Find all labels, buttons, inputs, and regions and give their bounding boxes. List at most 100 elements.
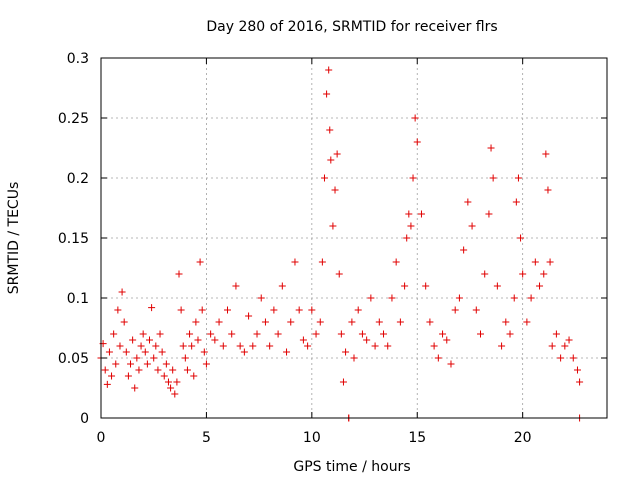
data-point xyxy=(439,330,447,338)
data-point xyxy=(542,150,550,158)
data-point xyxy=(287,318,295,326)
data-point xyxy=(304,342,312,350)
x-tick-label: 20 xyxy=(514,430,532,446)
data-point xyxy=(150,354,158,362)
data-point xyxy=(426,318,434,326)
data-point xyxy=(186,330,194,338)
data-point xyxy=(544,186,552,194)
data-point xyxy=(339,378,347,386)
data-point xyxy=(333,150,341,158)
data-point xyxy=(546,258,554,266)
data-point xyxy=(565,336,573,344)
data-point xyxy=(249,342,257,350)
data-point xyxy=(396,318,404,326)
data-point xyxy=(335,270,343,278)
data-point xyxy=(112,360,120,368)
data-point xyxy=(460,246,468,254)
data-point xyxy=(384,342,392,350)
data-point xyxy=(430,342,438,350)
data-point xyxy=(114,306,122,314)
data-point xyxy=(154,366,162,374)
data-point xyxy=(434,354,442,362)
data-point xyxy=(228,330,236,338)
data-point xyxy=(171,390,179,398)
data-point xyxy=(485,210,493,218)
y-tick-label: 0.2 xyxy=(67,171,89,187)
data-point xyxy=(409,174,417,182)
data-point xyxy=(327,156,335,164)
data-point xyxy=(447,360,455,368)
data-point xyxy=(405,210,413,218)
data-point xyxy=(316,318,324,326)
data-point xyxy=(105,348,113,356)
data-point xyxy=(198,306,206,314)
data-point xyxy=(576,378,584,386)
data-point xyxy=(196,258,204,266)
data-point xyxy=(219,342,227,350)
data-point xyxy=(481,270,489,278)
data-point xyxy=(510,294,518,302)
data-point xyxy=(331,186,339,194)
data-point xyxy=(540,270,548,278)
data-point xyxy=(141,348,149,356)
data-point xyxy=(477,330,484,338)
data-point xyxy=(108,372,116,380)
data-point xyxy=(179,342,187,350)
data-point xyxy=(245,312,253,320)
data-point xyxy=(380,330,388,338)
data-point xyxy=(181,354,189,362)
data-point xyxy=(183,366,191,374)
data-point xyxy=(557,354,565,362)
data-point xyxy=(552,330,560,338)
data-point xyxy=(371,342,379,350)
data-point xyxy=(514,174,522,182)
data-point xyxy=(207,330,215,338)
data-point xyxy=(116,342,124,350)
data-point xyxy=(318,258,326,266)
data-point xyxy=(236,342,244,350)
data-point xyxy=(455,294,463,302)
data-point xyxy=(392,258,400,266)
data-points xyxy=(97,66,584,422)
data-point xyxy=(158,348,166,356)
data-point xyxy=(177,306,185,314)
data-point xyxy=(145,336,153,344)
data-point xyxy=(506,330,514,338)
data-point xyxy=(127,360,135,368)
data-point xyxy=(464,198,472,206)
data-point xyxy=(232,282,240,290)
data-point xyxy=(162,360,170,368)
x-tick-label: 0 xyxy=(97,430,106,446)
data-point xyxy=(295,306,303,314)
data-point xyxy=(312,330,320,338)
data-point xyxy=(190,372,198,380)
data-point xyxy=(266,342,274,350)
data-point xyxy=(354,306,362,314)
data-point xyxy=(131,384,139,392)
data-point xyxy=(253,330,261,338)
data-point xyxy=(548,342,556,350)
data-point xyxy=(472,306,480,314)
data-point xyxy=(407,222,415,230)
data-point xyxy=(342,348,350,356)
data-point xyxy=(124,372,132,380)
data-point xyxy=(493,282,501,290)
data-point xyxy=(200,348,208,356)
data-point xyxy=(569,354,577,362)
data-point xyxy=(120,318,128,326)
data-point xyxy=(367,294,375,302)
data-point xyxy=(443,336,451,344)
y-tick-label: 0.05 xyxy=(58,351,89,367)
data-point xyxy=(517,234,525,242)
data-point xyxy=(164,378,172,386)
data-point xyxy=(215,318,223,326)
data-point xyxy=(326,126,334,134)
data-point xyxy=(320,174,328,182)
data-point xyxy=(192,318,200,326)
data-point xyxy=(202,360,210,368)
data-point xyxy=(122,348,130,356)
data-point xyxy=(451,306,459,314)
data-point xyxy=(531,258,539,266)
data-point xyxy=(411,114,419,122)
